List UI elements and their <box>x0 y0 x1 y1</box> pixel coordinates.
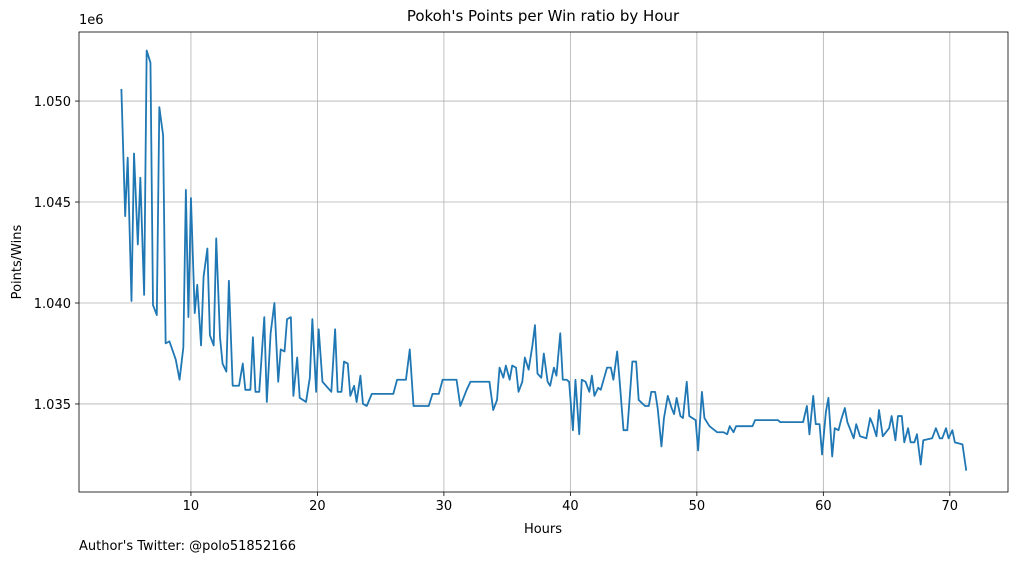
x-tick-label: 40 <box>562 499 579 514</box>
data-line <box>120 49 968 471</box>
y-tick-label: 1.045 <box>34 196 71 211</box>
y-tick-label: 1.035 <box>34 398 71 413</box>
x-tick-label: 10 <box>183 499 200 514</box>
plot-frame <box>78 31 1009 493</box>
x-tick-label: 30 <box>436 499 453 514</box>
y-offset-label: 1e6 <box>79 13 104 28</box>
x-tick-label: 70 <box>942 499 959 514</box>
chart-title: Pokoh's Points per Win ratio by Hour <box>407 7 680 25</box>
x-tick-label: 50 <box>689 499 706 514</box>
y-tick-label: 1.050 <box>34 95 71 110</box>
footnote: Author's Twitter: @polo51852166 <box>79 539 296 554</box>
x-tick-label: 20 <box>309 499 326 514</box>
y-tick-label: 1.040 <box>34 297 71 312</box>
y-axis-label: Points/Wins <box>10 224 25 299</box>
x-tick-label: 60 <box>815 499 832 514</box>
x-axis-label: Hours <box>524 522 562 537</box>
